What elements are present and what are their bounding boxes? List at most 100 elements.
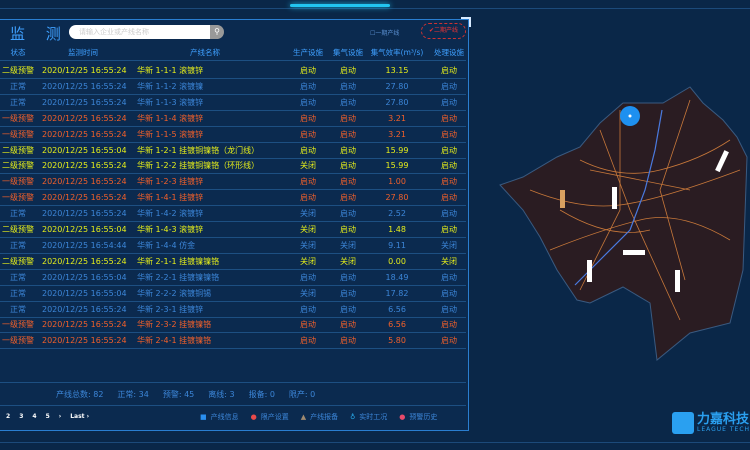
gas-collection-cell: 启动 bbox=[340, 177, 356, 187]
gas-collection-cell: 启动 bbox=[340, 81, 356, 91]
gas-collection-cell: 启动 bbox=[340, 161, 356, 171]
link-label: 产线信息 bbox=[210, 413, 239, 421]
table-row[interactable]: 一级预警 2020/12/25 16:55:24 华新 1-1-5 滚镀锌 启动 启动 3… bbox=[0, 127, 466, 143]
treatment-cell: 启动 bbox=[441, 304, 457, 314]
summary-stat: 限产: 0 bbox=[288, 390, 316, 399]
treatment-cell: 启动 bbox=[441, 177, 457, 187]
time-cell: 2020/12/25 16:55:24 bbox=[42, 97, 127, 107]
table-row[interactable]: 正常 2020/12/25 16:55:24 华新 1-1-2 滚镀镍 启动 启动 27.… bbox=[0, 79, 466, 95]
page-link[interactable]: › bbox=[58, 413, 62, 420]
phase2-checkbox[interactable]: ✔二期产线 bbox=[421, 23, 466, 39]
table-row[interactable]: 二级预警 2020/12/25 16:55:24 华新 1-2-2 挂镀铜镍铬（环形… bbox=[0, 158, 466, 175]
efficiency-cell: 18.49 bbox=[385, 272, 409, 282]
production-cell: 启动 bbox=[300, 272, 316, 282]
treatment-cell: 启动 bbox=[441, 209, 457, 219]
summary-stat: 离线: 3 bbox=[208, 390, 235, 399]
table-row[interactable]: 一级预警 2020/12/25 16:55:24 华新 1-1-4 滚镀锌 启动 启动 3… bbox=[0, 111, 466, 127]
table-row[interactable]: 一级预警 2020/12/25 16:55:24 华新 1-2-3 挂镀锌 启动 启动 1… bbox=[0, 174, 466, 191]
efficiency-cell: 27.80 bbox=[385, 97, 409, 107]
table-row[interactable]: 正常 2020/12/25 16:55:04 华新 2-2-2 滚镀铜锡 关闭 启动 17… bbox=[0, 286, 466, 302]
table-row[interactable]: 正常 2020/12/25 16:54:44 华新 1-4-4 仿金 关闭 关闭 9.11… bbox=[0, 238, 466, 254]
map-region bbox=[499, 86, 748, 361]
page-link[interactable]: 5 bbox=[45, 413, 50, 420]
gas-collection-cell: 启动 bbox=[340, 272, 356, 282]
treatment-cell: 启动 bbox=[441, 336, 457, 346]
gas-collection-cell: 启动 bbox=[340, 145, 356, 155]
page-link[interactable]: 4 bbox=[32, 413, 37, 420]
efficiency-cell: 13.15 bbox=[385, 66, 409, 75]
col-eff: 集气效率(m³/s) bbox=[370, 48, 424, 57]
status-cell: 一级预警 bbox=[2, 113, 34, 123]
panel-corner bbox=[461, 17, 471, 27]
search-input[interactable]: 请输入企业或产线名称 bbox=[69, 25, 223, 39]
map-markers bbox=[560, 150, 729, 292]
time-cell: 2020/12/25 16:55:24 bbox=[42, 113, 127, 123]
warning-icon: ▲ bbox=[300, 413, 307, 421]
production-cell: 启动 bbox=[300, 145, 316, 155]
table-row[interactable]: 一级预警 2020/12/25 16:55:24 华新 2-4-1 挂镀镍铬 启动 启动… bbox=[0, 333, 466, 350]
time-cell: 2020/12/25 16:54:44 bbox=[42, 240, 127, 250]
table-row[interactable]: 二级预警 2020/12/25 16:55:24 华新 1-1-1 滚镀锌 启动 启动 1… bbox=[0, 63, 466, 79]
efficiency-cell: 2.52 bbox=[388, 209, 406, 219]
production-cell: 启动 bbox=[300, 177, 316, 187]
line-name-cell: 华新 2-3-1 挂镀锌 bbox=[137, 304, 204, 314]
status-cell: 正常 bbox=[10, 97, 26, 107]
line-name-cell: 华新 1-1-1 滚镀锌 bbox=[137, 66, 204, 75]
table-row[interactable]: 一级预警 2020/12/25 16:55:24 华新 1-4-1 挂镀锌 启动 启动 2… bbox=[0, 190, 466, 207]
table-row[interactable]: 正常 2020/12/25 16:55:24 华新 1-4-2 滚镀锌 关闭 启动 2.5… bbox=[0, 206, 466, 223]
line-name-cell: 华新 1-1-4 滚镀锌 bbox=[137, 113, 204, 123]
col-prod: 生产设施 bbox=[293, 48, 323, 57]
efficiency-cell: 9.11 bbox=[388, 240, 406, 250]
col-gas: 集气设施 bbox=[333, 48, 363, 57]
gauge-icon: ♁ bbox=[350, 413, 356, 421]
line-name-cell: 华新 1-2-2 挂镀铜镍铬（环形线） bbox=[137, 161, 260, 171]
production-cell: 启动 bbox=[300, 97, 316, 107]
phase1-label: 一期产线 bbox=[375, 30, 400, 37]
table-row[interactable]: 一级预警 2020/12/25 16:55:24 华新 2-3-2 挂镀镍铬 启动 启动… bbox=[0, 317, 466, 334]
production-cell: 启动 bbox=[300, 66, 316, 75]
page-link[interactable]: 2 bbox=[6, 413, 11, 420]
treatment-cell: 启动 bbox=[441, 113, 457, 123]
status-cell: 一级预警 bbox=[2, 177, 34, 187]
treatment-cell: 启动 bbox=[441, 81, 457, 91]
production-cell: 启动 bbox=[300, 193, 316, 203]
time-cell: 2020/12/25 16:55:24 bbox=[42, 336, 127, 346]
limit-icon: ● bbox=[250, 413, 257, 421]
link-warning[interactable]: ▲ 产线报备 bbox=[301, 413, 338, 421]
logo-subtitle: LEAGUE TECH bbox=[696, 426, 750, 433]
efficiency-cell: 3.21 bbox=[388, 113, 406, 123]
gas-collection-cell: 启动 bbox=[340, 66, 356, 75]
status-cell: 二级预警 bbox=[2, 161, 34, 171]
table-row[interactable]: 正常 2020/12/25 16:55:24 华新 1-1-3 滚镀锌 启动 启动 27.… bbox=[0, 95, 466, 111]
gas-collection-cell: 关闭 bbox=[340, 240, 356, 250]
time-cell: 2020/12/25 16:55:04 bbox=[42, 288, 127, 298]
line-name-cell: 华新 1-4-1 挂镀锌 bbox=[137, 193, 204, 203]
link-info[interactable]: ■ 产线信息 bbox=[200, 413, 239, 421]
page-link[interactable]: 3 bbox=[19, 413, 24, 420]
phase1-checkbox[interactable]: ☐一期产线 bbox=[370, 30, 400, 37]
status-cell: 二级预警 bbox=[2, 256, 34, 266]
production-cell: 启动 bbox=[300, 304, 316, 314]
gas-collection-cell: 启动 bbox=[340, 225, 356, 234]
gas-collection-cell: 启动 bbox=[340, 113, 356, 123]
table-row[interactable]: 正常 2020/12/25 16:55:24 华新 2-3-1 挂镀锌 启动 启动 6.5… bbox=[0, 302, 466, 318]
table-row[interactable]: 二级预警 2020/12/25 16:55:24 华新 2-1-1 挂镀镍镍铬 关闭 关… bbox=[0, 254, 466, 270]
treatment-cell: 启动 bbox=[441, 320, 457, 330]
page-link[interactable]: Last › bbox=[70, 413, 90, 420]
table-row[interactable]: 二级预警 2020/12/25 16:55:04 华新 1-4-3 滚镀锌 关闭 启动 1… bbox=[0, 222, 466, 238]
table-row[interactable]: 正常 2020/12/25 16:55:04 华新 2-2-1 挂镀镍镍铬 启动 启动 1… bbox=[0, 270, 466, 286]
search-icon[interactable]: ⚲ bbox=[210, 25, 224, 39]
status-cell: 二级预警 bbox=[2, 145, 34, 155]
table-row[interactable]: 二级预警 2020/12/25 16:55:04 华新 1-2-1 挂镀铜镍铬（龙门… bbox=[0, 143, 466, 159]
status-cell: 正常 bbox=[10, 288, 26, 298]
region-map[interactable] bbox=[490, 70, 750, 380]
top-divider bbox=[0, 8, 750, 9]
status-cell: 正常 bbox=[10, 304, 26, 314]
gas-collection-cell: 启动 bbox=[340, 304, 356, 314]
link-limit[interactable]: ● 限产设置 bbox=[251, 413, 289, 421]
gas-collection-cell: 启动 bbox=[340, 193, 356, 203]
time-cell: 2020/12/25 16:55:24 bbox=[42, 177, 127, 187]
bottom-divider bbox=[0, 442, 750, 443]
link-gauge[interactable]: ♁ 实时工况 bbox=[350, 413, 387, 421]
link-history[interactable]: ● 预警历史 bbox=[399, 413, 437, 421]
